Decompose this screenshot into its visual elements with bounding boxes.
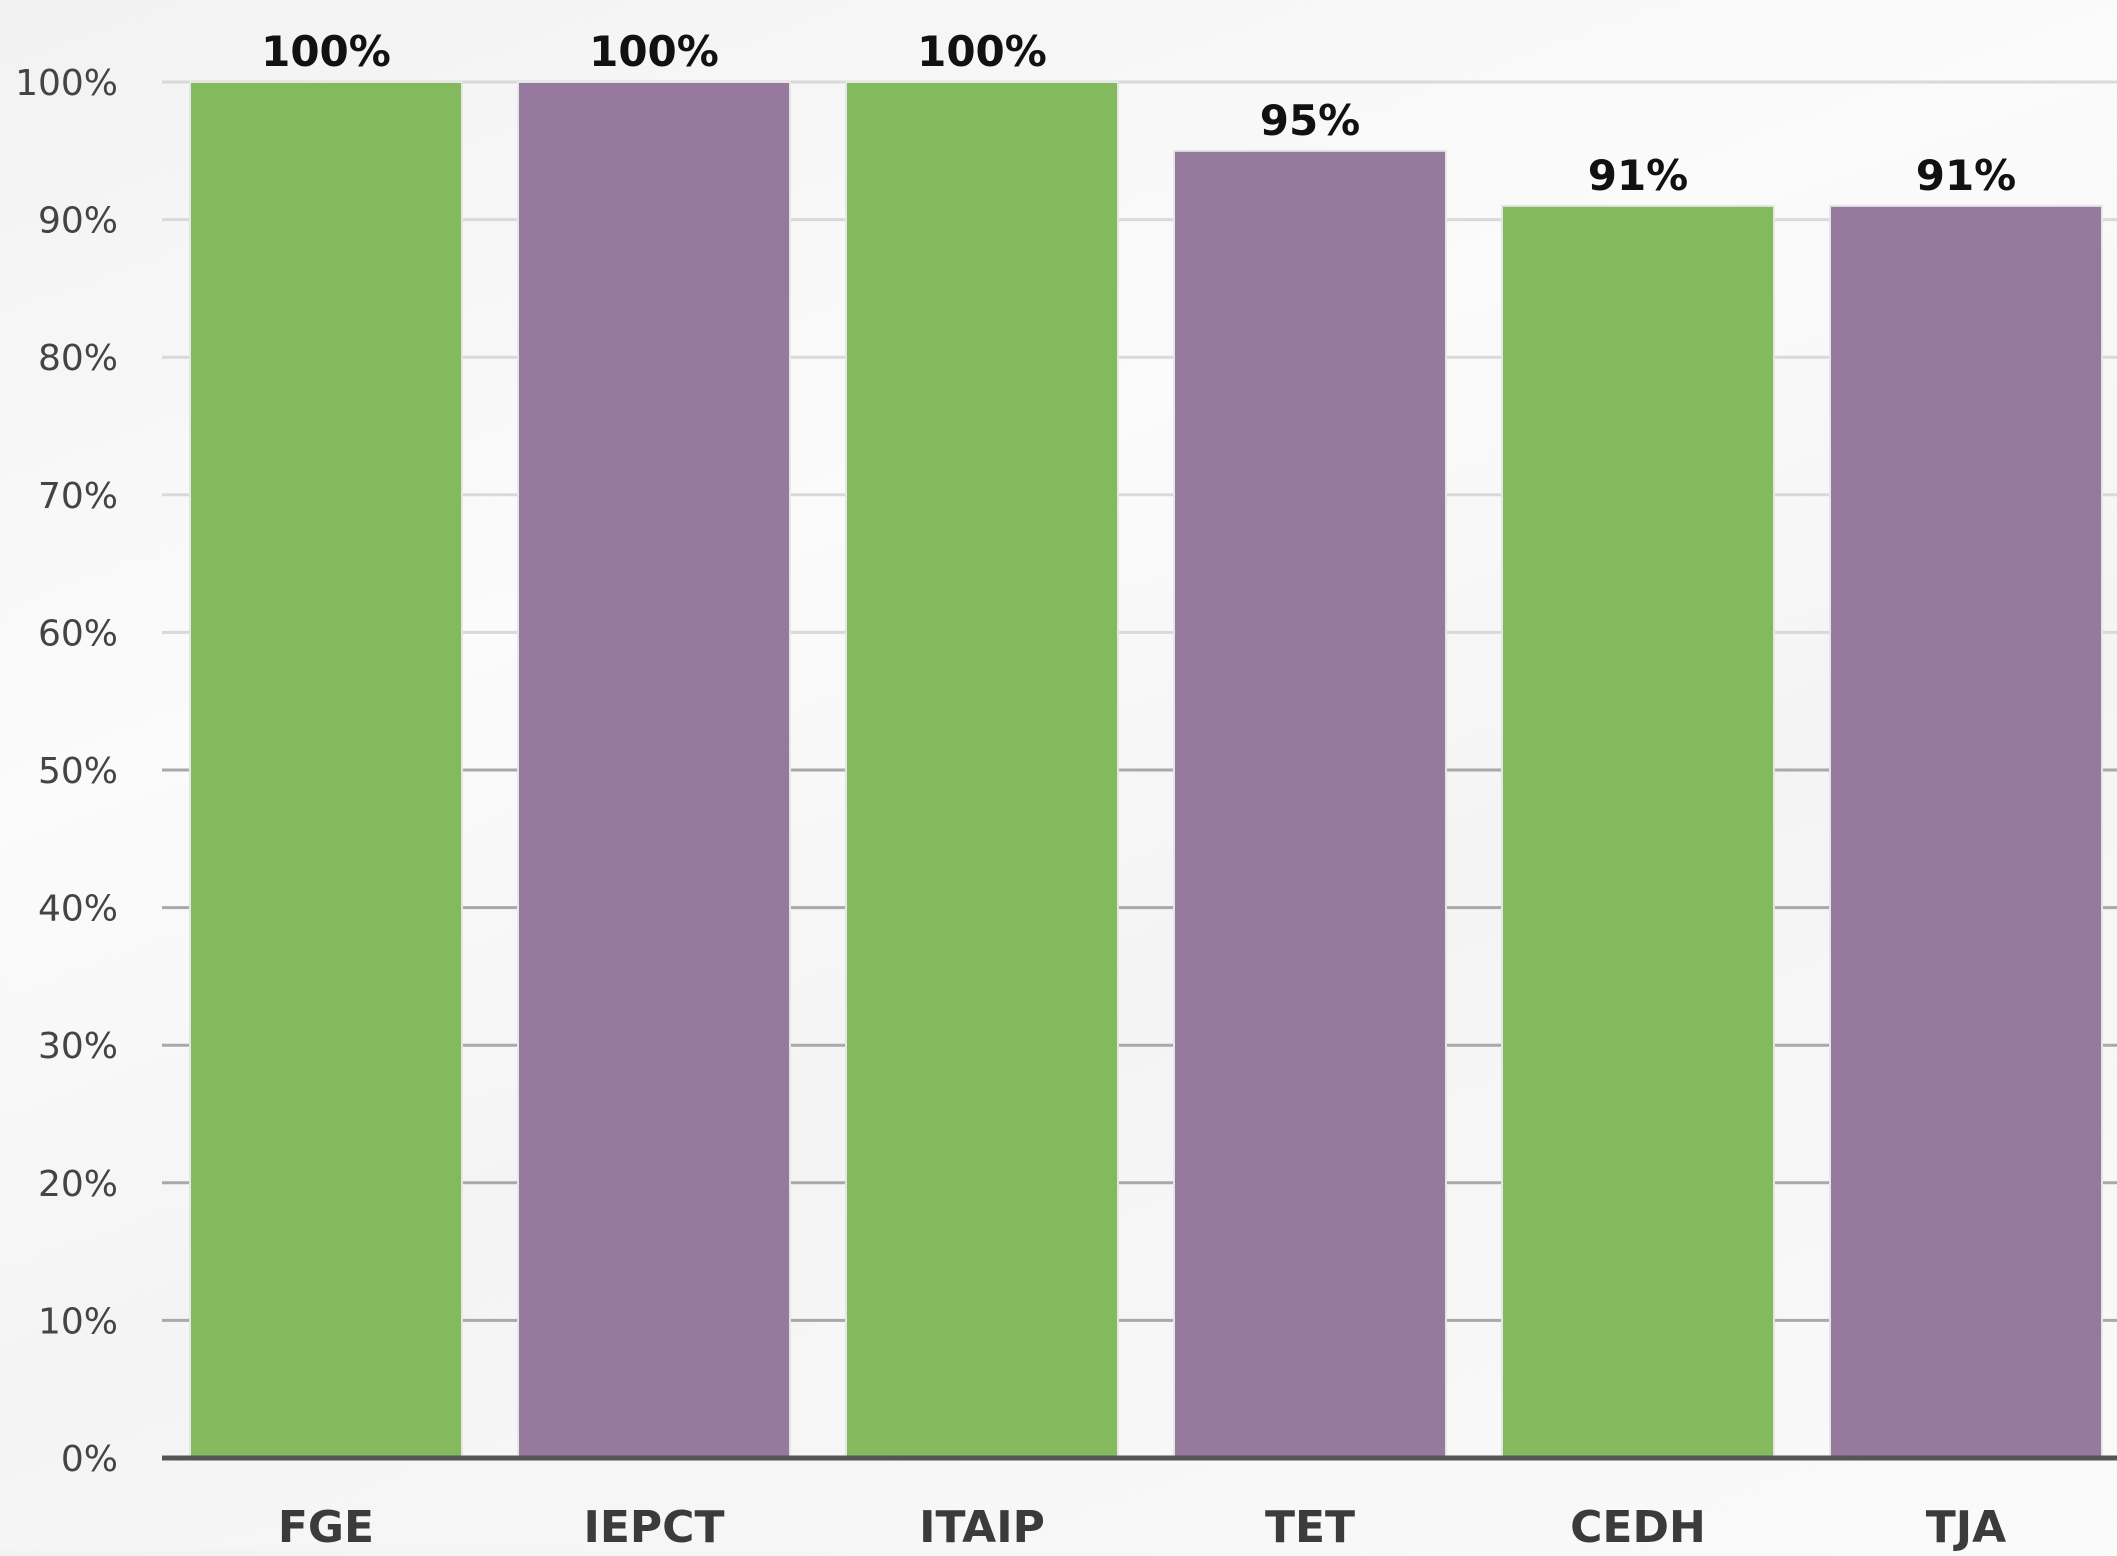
bar	[1829, 204, 2103, 1460]
bar	[1173, 149, 1447, 1459]
bar	[845, 81, 1119, 1459]
y-tick-label: 0%	[61, 1439, 118, 1480]
data-label: 91%	[1588, 151, 1689, 200]
y-tick-label: 20%	[38, 1164, 118, 1205]
y-tick-label: 100%	[15, 63, 118, 104]
y-tick-label: 50%	[38, 751, 118, 792]
x-tick-label: ITAIP	[919, 1502, 1045, 1551]
x-tick-label: TET	[1265, 1502, 1355, 1551]
bar	[1501, 204, 1775, 1460]
data-label: 100%	[917, 27, 1047, 76]
x-tick-label: IEPCT	[584, 1502, 725, 1551]
data-label: 95%	[1260, 96, 1361, 145]
y-tick-label: 10%	[38, 1301, 118, 1342]
x-tick-label: FGE	[278, 1502, 374, 1551]
y-tick-label: 30%	[38, 1026, 118, 1067]
bar	[189, 81, 463, 1459]
y-tick-label: 80%	[38, 338, 118, 379]
y-tick-label: 60%	[38, 613, 118, 654]
labels: 0% 10% 20% 30% 40% 50% 60% 70% 80% 90% 100% 100% FGE…	[15, 27, 2017, 1553]
y-tick-label: 70%	[38, 476, 118, 517]
x-tick-label: CEDH	[1570, 1502, 1706, 1551]
data-label: 100%	[261, 27, 391, 76]
data-label: 100%	[589, 27, 719, 76]
data-label: 91%	[1916, 151, 2017, 200]
bar	[517, 81, 791, 1459]
gridlines	[162, 80, 2117, 1322]
x-tick-label: TJA	[1926, 1502, 2006, 1551]
y-tick-label: 90%	[38, 201, 118, 242]
y-tick-label: 40%	[38, 889, 118, 930]
